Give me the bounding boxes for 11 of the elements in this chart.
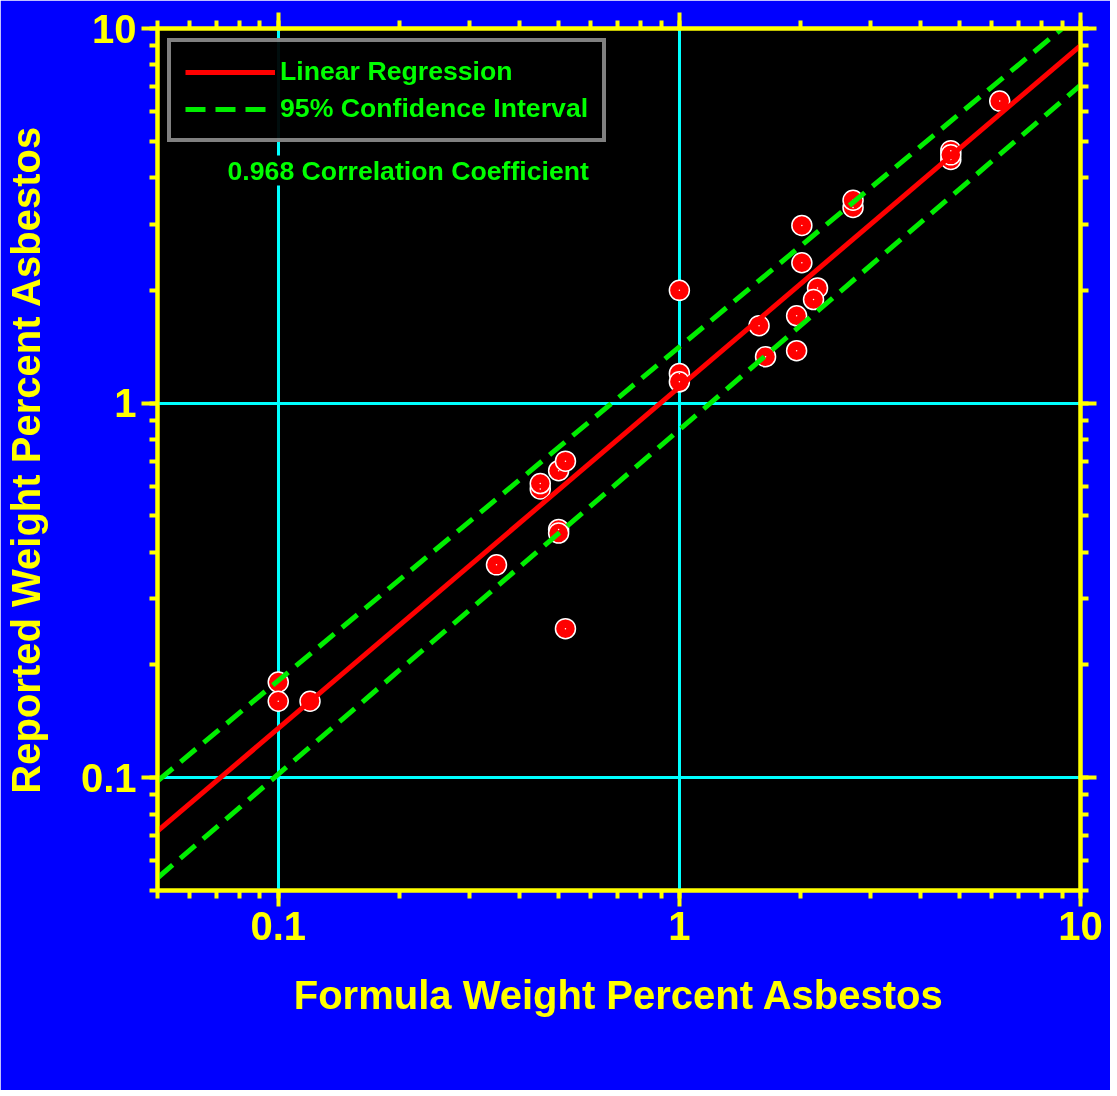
y-tick-label: 1	[114, 381, 137, 426]
y-axis-title: Reported Weight Percent Asbestos	[3, 126, 48, 794]
x-tick-label: 1	[668, 903, 691, 948]
legend-label: Linear Regression	[280, 56, 513, 87]
y-tick-label: 10	[92, 6, 137, 51]
x-axis-title: Formula Weight Percent Asbestos	[293, 972, 943, 1017]
legend-label: 95% Confidence Interval	[280, 93, 589, 124]
x-tick-label: 10	[1058, 903, 1103, 948]
annotation: 0.968 Correlation Coefficient	[227, 155, 590, 186]
x-tick-label: 0.1	[250, 903, 307, 948]
y-tick-label: 0.1	[80, 755, 137, 800]
